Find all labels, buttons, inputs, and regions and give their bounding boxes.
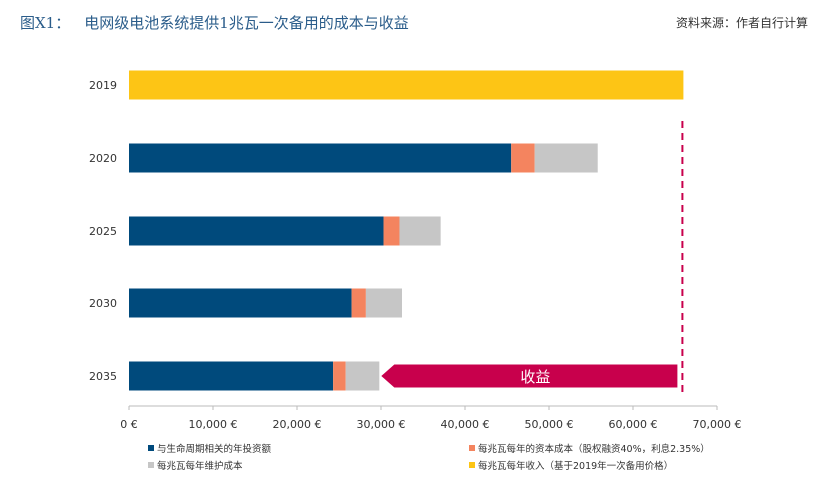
bar-maintenance-2025: [399, 216, 441, 246]
bar-capital-2025: [383, 216, 400, 246]
x-tick-label-6: 60,000 €: [609, 418, 658, 431]
bar-capital-2020: [511, 143, 535, 173]
bar-revenue-2019: [129, 70, 684, 100]
bar-investment-2025: [129, 216, 384, 246]
legend-swatch-revenue: [469, 462, 475, 468]
x-tick-label-2: 20,000 €: [273, 418, 322, 431]
bar-capital-2035: [333, 361, 346, 391]
legend-item-revenue: 每兆瓦每年收入（基于2019年一次备用价格）: [469, 458, 673, 472]
bar-chart: 2019 2020 2025 2030 2035 收益 0 € 10,000 € 20,000 …: [89, 70, 742, 431]
x-tick-label-4: 40,000 €: [441, 418, 490, 431]
bar-maintenance-2035: [345, 361, 380, 391]
bar-maintenance-2030: [365, 288, 402, 318]
x-tick-label-3: 30,000 €: [357, 418, 406, 431]
benefit-arrow: [381, 364, 678, 388]
bar-investment-2020: [129, 143, 512, 173]
legend-label-revenue: 每兆瓦每年收入（基于2019年一次备用价格）: [478, 461, 674, 472]
figure-title: 电网级电池系统提供1兆瓦一次备用的成本与收益: [84, 14, 409, 32]
legend-swatch-maintenance: [148, 462, 154, 468]
legend-label-maintenance: 每兆瓦每年维护成本: [157, 461, 243, 472]
legend-label-investment: 与生命周期相关的年投资额: [157, 444, 272, 455]
x-tick-label-7: 70,000 €: [693, 418, 742, 431]
source-note: 资料来源：作者自行计算: [675, 16, 808, 30]
benefit-label: 收益: [520, 368, 550, 386]
bar-investment-2030: [129, 288, 352, 318]
chart-title: 图X1： 电网级电池系统提供1兆瓦一次备用的成本与收益: [20, 12, 409, 33]
x-tick-label-1: 10,000 €: [189, 418, 238, 431]
category-label-2020: 2020: [89, 152, 117, 165]
bar-maintenance-2020: [534, 143, 598, 173]
legend-label-capital: 每兆瓦每年的资本成本（股权融资40%，利息2.35%）: [478, 444, 710, 455]
category-label-2019: 2019: [89, 79, 117, 92]
legend-swatch-investment: [148, 445, 154, 451]
bar-capital-2030: [351, 288, 366, 318]
category-label-2030: 2030: [89, 297, 117, 310]
legend-item-capital: 每兆瓦每年的资本成本（股权融资40%，利息2.35%）: [469, 441, 710, 455]
x-tick-label-5: 50,000 €: [525, 418, 574, 431]
figure-number: 图X1：: [20, 14, 71, 32]
legend-item-investment: 与生命周期相关的年投资额: [148, 441, 271, 455]
x-tick-label-0: 0 €: [120, 418, 138, 431]
category-label-2025: 2025: [89, 225, 117, 238]
category-label-2035: 2035: [89, 370, 117, 383]
legend-item-maintenance: 每兆瓦每年维护成本: [148, 458, 243, 472]
legend-swatch-capital: [469, 445, 475, 451]
bar-investment-2035: [129, 361, 334, 391]
